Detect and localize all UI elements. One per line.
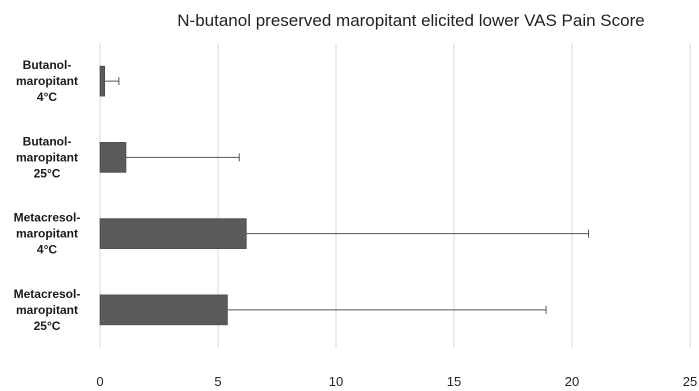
x-tick-label: 5 bbox=[214, 374, 221, 389]
bar bbox=[99, 294, 228, 326]
category-label-line: Metacresol- bbox=[14, 211, 81, 225]
category-label-line: 4°C bbox=[37, 243, 57, 257]
category-label-line: 4°C bbox=[37, 90, 57, 104]
chart-title: N-butanol preserved maropitant elicited … bbox=[177, 11, 644, 30]
bar bbox=[99, 142, 127, 173]
error-bars bbox=[104, 77, 590, 314]
category-label-line: maropitant bbox=[16, 74, 78, 88]
category-label-line: Metacresol- bbox=[14, 287, 81, 301]
x-tick-label: 20 bbox=[565, 374, 579, 389]
category-label: Butanol-maropitant 4°C bbox=[16, 58, 78, 104]
category-label: Butanol-maropitant 25°C bbox=[16, 134, 78, 180]
category-label-line: maropitant bbox=[16, 303, 78, 317]
x-tick-labels: 0 5 10 15 20 25 bbox=[96, 374, 697, 389]
category-label-line: Butanol- bbox=[23, 58, 72, 72]
bar bbox=[99, 218, 247, 249]
x-tick-label: 15 bbox=[447, 374, 461, 389]
bars bbox=[99, 65, 247, 326]
bar bbox=[99, 65, 106, 97]
x-tick-label: 0 bbox=[96, 374, 103, 389]
x-tick-label: 10 bbox=[329, 374, 343, 389]
x-tick-label: 25 bbox=[683, 374, 697, 389]
category-label-line: Butanol- bbox=[23, 134, 72, 148]
category-label-line: maropitant bbox=[16, 150, 78, 164]
category-label: Metacresol-maropitant 4°C bbox=[14, 211, 81, 257]
category-label: Metacresol-maropitant 25°C bbox=[14, 287, 81, 333]
category-label-line: 25°C bbox=[34, 319, 61, 333]
category-label-line: 25°C bbox=[34, 166, 61, 180]
category-labels: Butanol-maropitant 4°C Butanol-maropitant 2… bbox=[14, 58, 81, 333]
category-label-line: maropitant bbox=[16, 227, 78, 241]
